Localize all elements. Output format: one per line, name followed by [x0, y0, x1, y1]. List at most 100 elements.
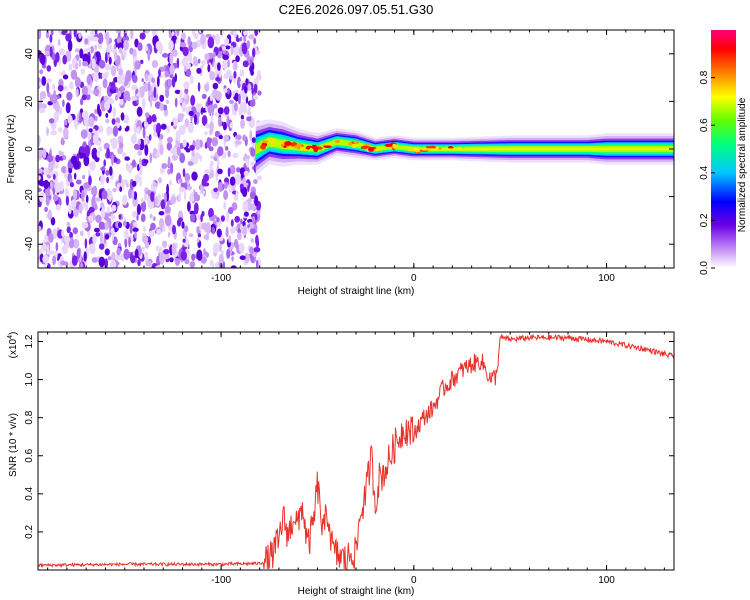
spectrogram-noise-cell	[69, 182, 75, 188]
spectrogram-noise-cell	[71, 255, 78, 266]
spectrogram-noise-cell	[223, 73, 229, 80]
spectrogram-noise-cell	[233, 71, 237, 79]
spectrogram-noise-cell	[227, 150, 231, 158]
spectrogram-noise-cell	[214, 33, 221, 46]
spectrogram-noise-cell	[179, 90, 183, 102]
spectrogram-noise-cell	[39, 192, 45, 203]
spectrogram-noise-cell	[65, 195, 69, 206]
spectrogram-noise-cell	[217, 146, 224, 157]
spectrogram-noise-cell	[41, 76, 47, 86]
figure-title: C2E6.2026.097.05.51.G30	[279, 2, 434, 17]
spectrogram-noise-cell	[83, 154, 90, 167]
spectrogram-ridge-band	[255, 137, 674, 155]
spectrogram-noise-cell	[229, 164, 236, 175]
spectrogram-noise-cell	[75, 88, 79, 98]
spectrogram-hot-spot	[376, 146, 380, 152]
spectrogram-noise-cell	[232, 152, 239, 159]
spectrogram-noise-cell	[66, 91, 73, 101]
spectrogram-noise-cell	[122, 194, 128, 206]
spectrogram-noise-cell	[74, 172, 77, 180]
spectrogram-noise-cell	[237, 93, 241, 105]
spectrogram-noise-cell	[114, 51, 118, 61]
spectrogram-noise-cell	[233, 102, 238, 112]
spectrogram-noise-cell	[201, 60, 205, 69]
spectrogram-noise-cell	[235, 140, 242, 145]
spectrogram-noise-cell	[137, 42, 143, 52]
spectrogram-noise-cell	[211, 193, 219, 199]
spectrogram-noise-cell	[66, 221, 70, 227]
spectrogram-noise-cell	[217, 168, 223, 175]
spectrogram-noise-cell	[170, 121, 174, 126]
spectrogram-noise-cell	[148, 202, 155, 208]
spectrogram-noise-cell	[229, 122, 233, 129]
spectrogram-noise-cell	[39, 69, 44, 75]
spectrogram-noise-cell	[198, 103, 203, 109]
spectrogram-noise-cell	[189, 194, 195, 203]
spectrogram-noise-cell	[64, 187, 69, 198]
spectrogram-noise-cell	[109, 259, 117, 268]
spectrogram-noise-cell	[213, 242, 220, 254]
spectrogram-noise-cell	[118, 67, 124, 76]
spectrogram-noise-cell	[217, 62, 221, 71]
spectrogram-noise-cell	[243, 35, 247, 43]
spectrogram-noise-cell	[119, 99, 124, 106]
spectrogram-noise-cell	[249, 130, 253, 141]
spectrogram-hot-spot	[353, 140, 360, 145]
spectrogram-noise-cell	[52, 173, 56, 180]
spectrogram-noise-cell	[201, 93, 207, 100]
spectrogram-noise-cell	[160, 199, 166, 210]
spectrogram-noise-cell	[230, 45, 234, 56]
spectrogram-noise-cell	[150, 222, 156, 231]
spectrogram-noise-cell	[200, 33, 206, 45]
spectrogram-noise-cell	[125, 183, 129, 188]
spectrogram-noise-cell	[145, 260, 152, 267]
spectrogram-noise-cell	[118, 174, 122, 184]
spectrogram-noise-cell	[100, 166, 106, 171]
spectrogram-noise-cell	[54, 181, 61, 193]
spectrogram-noise-cell	[132, 74, 138, 83]
spectrogram-noise-cell	[93, 71, 99, 83]
spectrogram-noise-cell	[91, 36, 99, 42]
spectrogram-noise-cell	[209, 160, 214, 167]
spectrogram-noise-cell	[84, 238, 88, 249]
spectrogram-noise-cell	[174, 73, 177, 83]
spectrogram-noise-cell	[212, 82, 219, 90]
spectrogram-noise-cell	[98, 256, 106, 268]
spectrogram-noise-cell	[134, 174, 140, 184]
spectrogram-noise-cell	[118, 47, 123, 54]
spectrogram-noise-cell	[186, 180, 190, 186]
spectrogram-noise-cell	[122, 179, 129, 185]
spectrogram-noise-cell	[189, 213, 196, 223]
spectrogram-y-ticks: -40 -20 0 20 40	[24, 48, 674, 251]
spectrogram-noise-cell	[98, 109, 102, 117]
spectrogram-noise-cell	[63, 127, 69, 139]
spectrogram-noise-cell	[164, 214, 172, 227]
spectrogram-noise-cell	[46, 126, 49, 136]
spectrogram-hot-spot	[283, 145, 287, 149]
spectrogram-noise-cell	[193, 202, 199, 215]
spectrogram-noise-cell	[46, 78, 53, 83]
spectrogram-noise-cell	[42, 255, 50, 264]
spectrogram-noise-cell	[213, 103, 218, 109]
spectrogram-noise	[38, 30, 262, 268]
spectrogram-noise-cell	[250, 69, 255, 76]
spectrogram-noise-cell	[73, 188, 77, 201]
spectrogram-noise-cell	[146, 190, 153, 195]
spectrogram-noise-cell	[54, 101, 60, 113]
spectrogram-noise-cell	[88, 128, 93, 133]
spectrogram-noise-cell	[218, 116, 222, 127]
spectrogram-noise-cell	[166, 183, 170, 195]
spectrogram-noise-cell	[195, 138, 201, 151]
spectrogram-noise-cell	[206, 137, 211, 149]
spectrogram-noise-cell	[183, 189, 187, 201]
spectrogram-noise-cell	[145, 73, 149, 82]
spectrogram-noise-cell	[185, 148, 191, 153]
spectrogram-noise-cell	[249, 203, 257, 211]
spectrogram-noise-cell	[80, 129, 88, 139]
spectrogram-noise-cell	[193, 33, 199, 40]
spectrogram-noise-cell	[132, 227, 139, 232]
spectrogram-noise-cell	[104, 63, 112, 71]
spectrogram-noise-cell	[220, 107, 224, 114]
x-tick-label: -100	[211, 575, 231, 586]
spectrogram-noise-cell	[90, 45, 94, 54]
